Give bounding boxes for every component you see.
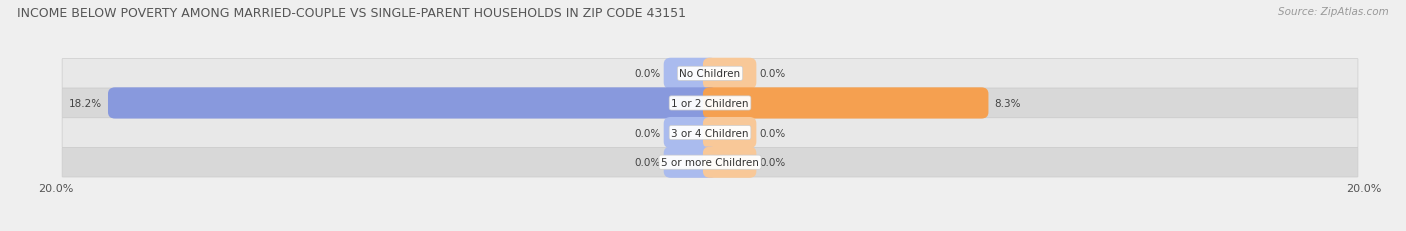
- FancyBboxPatch shape: [703, 58, 756, 90]
- Text: 5 or more Children: 5 or more Children: [661, 158, 759, 167]
- FancyBboxPatch shape: [62, 59, 1358, 89]
- Text: 0.0%: 0.0%: [634, 158, 661, 167]
- FancyBboxPatch shape: [664, 147, 717, 178]
- Text: 0.0%: 0.0%: [759, 69, 786, 79]
- Text: 3 or 4 Children: 3 or 4 Children: [671, 128, 749, 138]
- FancyBboxPatch shape: [62, 148, 1358, 177]
- FancyBboxPatch shape: [62, 118, 1358, 148]
- Text: No Children: No Children: [679, 69, 741, 79]
- Text: 18.2%: 18.2%: [69, 99, 103, 109]
- Text: 0.0%: 0.0%: [634, 128, 661, 138]
- Text: 0.0%: 0.0%: [634, 69, 661, 79]
- FancyBboxPatch shape: [664, 117, 717, 149]
- Text: INCOME BELOW POVERTY AMONG MARRIED-COUPLE VS SINGLE-PARENT HOUSEHOLDS IN ZIP COD: INCOME BELOW POVERTY AMONG MARRIED-COUPL…: [17, 7, 686, 20]
- FancyBboxPatch shape: [703, 88, 988, 119]
- Text: Source: ZipAtlas.com: Source: ZipAtlas.com: [1278, 7, 1389, 17]
- FancyBboxPatch shape: [62, 89, 1358, 118]
- FancyBboxPatch shape: [703, 117, 756, 149]
- Text: 0.0%: 0.0%: [759, 128, 786, 138]
- FancyBboxPatch shape: [664, 58, 717, 90]
- FancyBboxPatch shape: [108, 88, 717, 119]
- FancyBboxPatch shape: [703, 147, 756, 178]
- Text: 8.3%: 8.3%: [994, 99, 1021, 109]
- Text: 0.0%: 0.0%: [759, 158, 786, 167]
- Text: 1 or 2 Children: 1 or 2 Children: [671, 99, 749, 109]
